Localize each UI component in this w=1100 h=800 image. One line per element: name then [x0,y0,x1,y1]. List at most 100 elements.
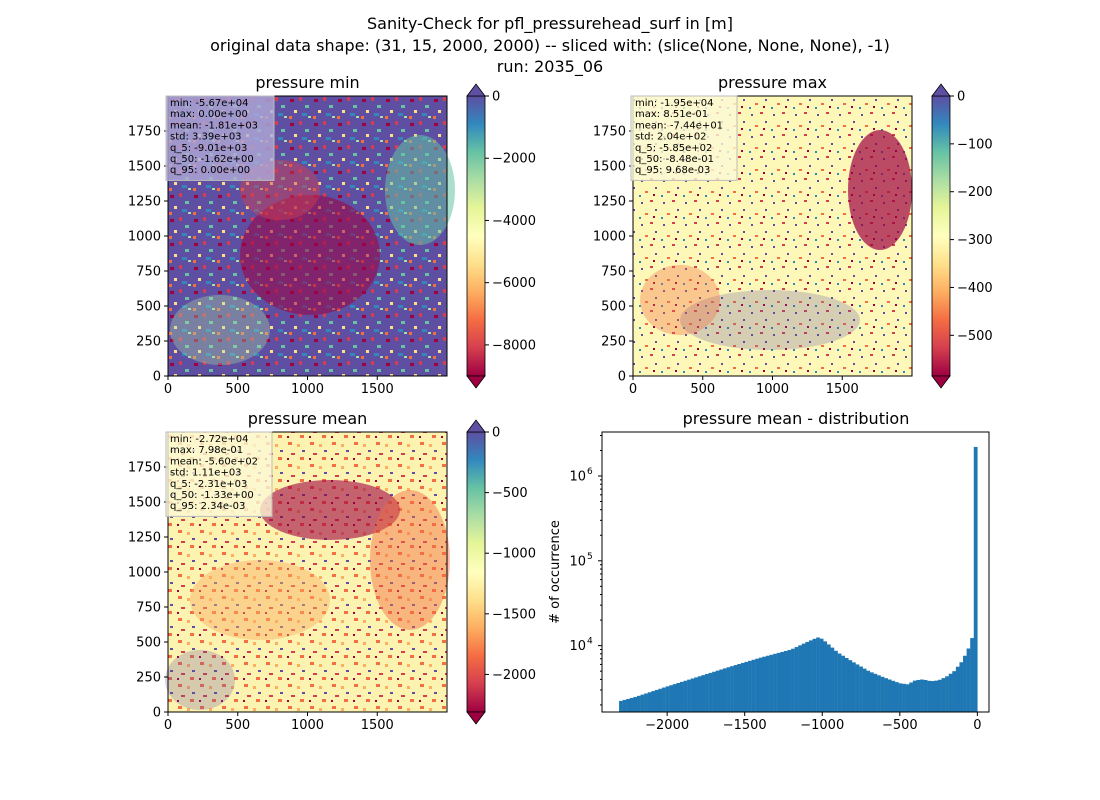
y-tick-label: 1000 [128,230,161,245]
histogram-bar [902,683,906,712]
y-tick-label: 500 [601,300,626,315]
stats-box [630,95,738,181]
histogram-bar [837,653,842,712]
colorbar [466,95,486,377]
y-tick-label: 250 [601,335,626,350]
histogram-bar [647,692,652,712]
histogram-bar [841,655,845,712]
histogram-bar [676,682,681,712]
colorbar-tick-label: −2000 [492,668,536,683]
colorbar-tick-label: −8000 [492,338,536,353]
colorbar-tick-label: 0 [492,426,500,441]
histogram-bar [973,446,978,712]
suptitle-line-2: original data shape: (31, 15, 2000, 2000… [210,36,890,55]
x-tick-label: 500 [225,718,250,733]
histogram-bar [762,656,767,712]
histogram-bar [640,694,645,712]
histogram-bar [708,672,713,712]
suptitle: Sanity-Check for pfl_pressurehead_surf i… [210,14,890,77]
histogram-bar [894,682,899,712]
histogram-bar [934,680,939,712]
histogram-bar [662,687,666,712]
y-tick-label: 1250 [128,531,161,546]
y-tick-label: 10 [569,639,586,654]
y-tick-label: 10 [569,469,586,484]
stats-line: std: 1.11e+03 [170,468,242,479]
stats-line: q_95: 9.68e-03 [635,165,710,176]
y-tick-label: 0 [618,370,626,385]
colorbar-tick-label: −500 [957,329,993,344]
colorbar-tick-label: −2000 [492,152,536,167]
y-tick-exponent: 4 [587,637,593,647]
histogram-bar [769,654,774,712]
histogram-bar [633,696,638,712]
histogram-bar [798,645,802,712]
histogram-bar [830,647,835,712]
histogram-bar [783,650,788,712]
histogram-bar [866,670,871,712]
x-tick-label: 0 [973,718,981,733]
histogram-bar [963,655,967,712]
histogram-bar [730,666,734,712]
x-tick-label: 1500 [826,382,859,397]
stats-line: q_5: -5.85e+02 [635,143,712,154]
stats-line: q_50: -1.33e+00 [170,490,254,501]
histogram-bar [905,684,910,712]
histogram-bar [891,680,896,712]
y-tick-label: 0 [153,706,161,721]
histogram-bar [665,686,670,712]
histogram-bar [873,673,878,712]
histogram-bar [923,679,928,712]
histogram-bar [812,638,817,712]
histogram-bar [955,666,960,712]
heatmap-blobs [640,130,912,350]
x-tick-label: 1000 [291,718,324,733]
colorbar-tick-label: −1500 [492,607,536,622]
stats-line: std: 2.04e+02 [635,132,707,143]
stats-line: min: -2.72e+04 [170,434,249,445]
heatmap-blobs [165,480,450,710]
histogram-bar [776,652,781,712]
histogram-bar [855,664,860,712]
panel-title: pressure mean - distribution [683,409,910,428]
histogram-bar [758,657,763,712]
histogram-bar [959,662,964,712]
y-tick-label: 0 [153,370,161,385]
colorbar-tick-label: 0 [492,90,500,105]
histogram-bar [654,689,659,712]
histogram-bar [970,638,974,712]
y-tick-label: 250 [136,335,161,350]
histogram-bar [697,676,702,712]
histogram-bar [669,685,674,712]
histogram-bar [920,679,924,712]
panel-pressure-min: pressure min 0 500 1000 1500 0 250 500 750 1000 1… [128,73,536,397]
histogram-bar [672,684,677,712]
suptitle-line-3: run: 2035_06 [497,57,603,77]
histogram-bar [819,638,824,712]
histogram-bar [765,655,770,712]
histogram-bar [952,671,957,712]
y-tick-label: 1250 [128,195,161,210]
y-tick-label: 1750 [593,125,626,140]
histogram-bar [823,641,828,712]
colorbar-tick-label: −200 [957,185,993,200]
y-tick-label: 1500 [128,496,161,511]
colorbar-tick-label: −100 [957,137,993,152]
histogram-bar [773,653,777,712]
histogram-bar [937,679,942,712]
stats-box [165,95,275,181]
colorbar-extend-bottom [466,375,486,389]
x-tick-label: 500 [225,382,250,397]
histogram-bar [848,660,853,712]
histogram-bar [909,682,914,712]
y-tick-label: 1000 [593,230,626,245]
panel-title: pressure min [255,73,359,92]
histogram-bar [826,644,831,712]
y-tick-label: 500 [136,636,161,651]
x-tick-label: 1500 [361,718,394,733]
colorbar-extend-top [466,419,486,433]
plot-frame [601,431,990,713]
histogram-bar [719,669,724,712]
stats-line: q_5: -9.01e+03 [170,143,247,154]
